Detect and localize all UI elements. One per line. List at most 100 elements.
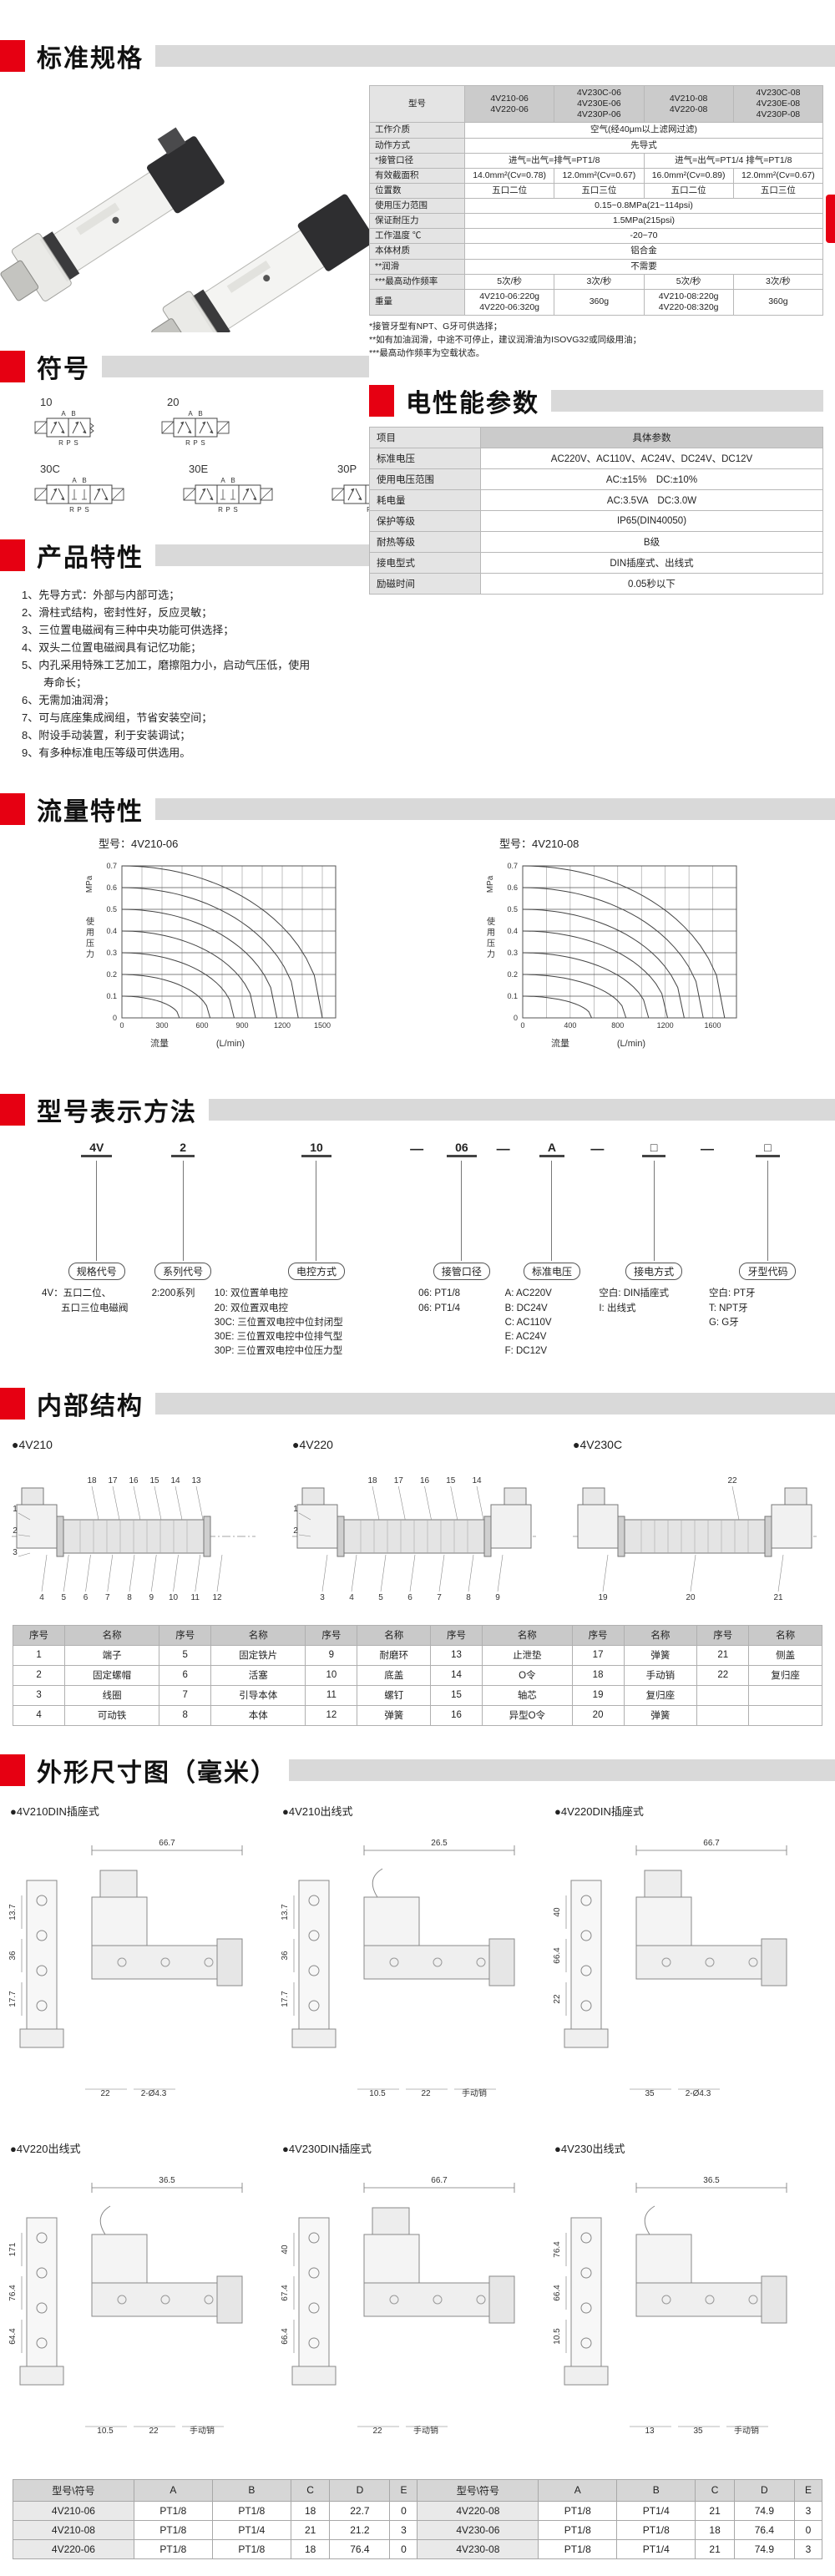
svg-text:8: 8 bbox=[127, 1593, 132, 1602]
svg-text:使: 使 bbox=[487, 916, 495, 927]
svg-text:6: 6 bbox=[84, 1593, 89, 1602]
row-label: 标准电压 bbox=[369, 448, 481, 470]
table-cell: 五口三位 bbox=[554, 182, 645, 200]
svg-text:0: 0 bbox=[520, 1021, 524, 1030]
svg-text:10.5: 10.5 bbox=[97, 2427, 114, 2436]
svg-text:7: 7 bbox=[437, 1593, 442, 1602]
svg-text:0.1: 0.1 bbox=[507, 992, 518, 1000]
table-cell: 底盖 bbox=[357, 1664, 432, 1686]
table-cell: PT1/8 bbox=[133, 2500, 213, 2521]
table-cell: 固定铁片 bbox=[210, 1644, 306, 1666]
svg-text:3: 3 bbox=[320, 1593, 325, 1602]
table-row: *接管口径 进气=出气=排气=PT1/8 进气=出气=PT1/4 排气=PT1/8 bbox=[369, 152, 823, 169]
svg-text:5: 5 bbox=[61, 1593, 66, 1602]
standard-spec-table: 型号 4V210-06 4V220-06 4V230C-06 4V230E-06 4… bbox=[369, 84, 824, 316]
code-segment: — 06 bbox=[410, 1141, 504, 1161]
table-cell: 360g bbox=[554, 288, 645, 316]
flow-chart: 型号：4V210-06 0.7 0.6 0.5 0.4 0.3 0.2 0.1 0 0 300 600… bbox=[73, 835, 349, 1057]
svg-text:22: 22 bbox=[149, 2427, 159, 2436]
feature-item: 7、可与底座集成阀组，节省安装空间； bbox=[22, 711, 213, 725]
chart-title: 型号：4V210-06 bbox=[99, 838, 179, 851]
section-title: 流量特性 bbox=[37, 798, 144, 827]
svg-text:0.2: 0.2 bbox=[106, 970, 117, 979]
symbol-code: 30E bbox=[189, 463, 209, 475]
table-cell: 3 bbox=[793, 2538, 823, 2559]
svg-text:900: 900 bbox=[235, 1021, 248, 1030]
feature-item: 2、滑柱式结构，密封性好，反应灵敏； bbox=[22, 606, 213, 620]
svg-text:800: 800 bbox=[611, 1021, 624, 1030]
table-row: 项目 具体参数 bbox=[369, 427, 823, 449]
red-square-icon bbox=[369, 385, 394, 418]
drawing-label: ●4V220DIN插座式 bbox=[554, 1804, 644, 1818]
chart-title: 型号：4V210-08 bbox=[499, 838, 579, 851]
table-row: 型号\符号 A B C D E 型号\符号 A B C D E bbox=[13, 2478, 823, 2502]
table-cell: 7 bbox=[159, 1684, 212, 1706]
svg-text:0.1: 0.1 bbox=[106, 992, 117, 1000]
col-header: 名称 bbox=[623, 1624, 698, 1646]
table-row: 接电型式 DIN插座式、出线式 bbox=[369, 552, 823, 574]
col-header: 4V210-08 4V220-08 bbox=[643, 84, 734, 124]
table-row: 4V210-08 PT1/8 PT1/4 21 21.2 3 4V230-06 PT1/8 PT… bbox=[13, 2519, 823, 2540]
svg-text:66.7: 66.7 bbox=[703, 1839, 720, 1848]
table-cell: 3次/秒 bbox=[554, 273, 645, 290]
col-header: B bbox=[616, 2478, 696, 2502]
dash-separator: — bbox=[590, 1142, 605, 1157]
table-cell: 1.5MPa(215psi) bbox=[464, 213, 823, 230]
svg-text:MPa: MPa bbox=[486, 876, 495, 893]
electrical-param-table: 项目 具体参数 标准电压 AC220V、AC110V、AC24V、DC24V、DC12… bbox=[369, 427, 823, 595]
code-segment: — A bbox=[497, 1141, 600, 1161]
table-row: 本体材质 铝合金 bbox=[369, 243, 823, 260]
svg-text:0.4: 0.4 bbox=[507, 927, 518, 935]
table-row: 序号 名称 序号 名称 序号 名称 序号 名称 序号 名称 序号 名称 bbox=[12, 1624, 822, 1646]
svg-text:36: 36 bbox=[281, 1951, 290, 1961]
table-cell: 先导式 bbox=[464, 137, 823, 154]
svg-text:14: 14 bbox=[472, 1476, 482, 1485]
table-cell: 4V220-06 bbox=[13, 2538, 134, 2559]
parts-name-table: 序号 名称 序号 名称 序号 名称 序号 名称 序号 名称 序号 名称 1 端子 5 固定铁片 9 耐磨环 13 止泄… bbox=[12, 1624, 822, 1726]
section-header-internal: 内部结构 bbox=[0, 1384, 835, 1423]
col-header: D bbox=[329, 2478, 391, 2502]
svg-text:66.7: 66.7 bbox=[431, 2176, 448, 2185]
drawing-label: ●4V220出线式 bbox=[10, 2142, 81, 2155]
table-cell: 21 bbox=[695, 2538, 735, 2559]
diagram-label: ●4V210 bbox=[12, 1437, 53, 1451]
table-cell: AC:3.5VA DC:3.0W bbox=[480, 489, 823, 512]
table-cell: PT1/8 bbox=[211, 2500, 291, 2521]
spec-footnotes: *接管牙型有NPT、G牙可供选择； **如有加油润滑，中途不可停止，建议润滑油为I… bbox=[369, 321, 823, 360]
svg-text:流量: 流量 bbox=[551, 1037, 569, 1049]
table-cell: 五口三位 bbox=[732, 182, 824, 200]
red-square-icon bbox=[0, 1754, 25, 1786]
table-row: 4 可动铁 8 本体 12 弹簧 16 异型O令 20 弹簧 bbox=[12, 1704, 822, 1726]
model-dimension-table: 型号\符号 A B C D E 型号\符号 A B C D E 4V210-06 PT1/8 PT1/8 18… bbox=[13, 2478, 823, 2559]
svg-text:13: 13 bbox=[645, 2427, 655, 2436]
table-cell: 进气=出气=PT1/4 排气=PT1/8 bbox=[643, 152, 823, 169]
svg-text:22: 22 bbox=[421, 2089, 431, 2098]
svg-text:40: 40 bbox=[281, 2245, 290, 2255]
svg-text:16: 16 bbox=[420, 1476, 430, 1485]
table-cell: 4V230-06 bbox=[417, 2519, 539, 2540]
table-cell: B级 bbox=[480, 531, 823, 554]
section-title: 产品特性 bbox=[37, 544, 144, 572]
table-cell: PT1/8 bbox=[538, 2519, 618, 2540]
table-cell: 不需要 bbox=[464, 258, 823, 275]
svg-text:0.2: 0.2 bbox=[507, 970, 518, 979]
dimension-drawing-4V230出线式: ●4V230出线式 36.5 76.4 66.4 10.5 13 35 手动销 bbox=[549, 2133, 822, 2462]
svg-text:13.7: 13.7 bbox=[8, 1904, 18, 1921]
svg-text:76.4: 76.4 bbox=[553, 2241, 562, 2258]
table-row: 3 线圈 7 引导本体 11 螺钉 15 轴芯 19 复归座 bbox=[12, 1684, 822, 1706]
model-code-diagram: 4V 规格代号 4V：五口二位、 五口三位电磁阀 2 系列代号 2:200系列 10 电控方式… bbox=[0, 1141, 835, 1359]
flow-chart: 型号：4V210-08 0.7 0.6 0.5 0.4 0.3 0.2 0.1 0 0 400 800… bbox=[474, 835, 750, 1057]
svg-text:0: 0 bbox=[514, 1014, 518, 1022]
svg-text:13.7: 13.7 bbox=[281, 1904, 290, 1921]
svg-text:9: 9 bbox=[495, 1593, 500, 1602]
feature-item: 5、内孔采用特殊工艺加工，磨擦阻力小，启动气压低，使用 寿命长； bbox=[22, 659, 311, 690]
svg-text:压: 压 bbox=[487, 939, 495, 949]
code-description: 空白: DIN插座式 I: 出线式 bbox=[599, 1288, 670, 1313]
table-cell: 五口二位 bbox=[643, 182, 734, 200]
red-square-icon bbox=[0, 40, 25, 72]
table-cell: 端子 bbox=[64, 1644, 160, 1666]
table-cell: 4V210-08 bbox=[13, 2519, 134, 2540]
section-header-standard-specs: 标准规格 bbox=[0, 37, 835, 75]
table-cell: 1 bbox=[12, 1644, 66, 1666]
model-code-group-牙型代码: — □ 牙型代码 空白: PT牙 T: NPT牙 G: G牙 bbox=[701, 1141, 827, 1359]
